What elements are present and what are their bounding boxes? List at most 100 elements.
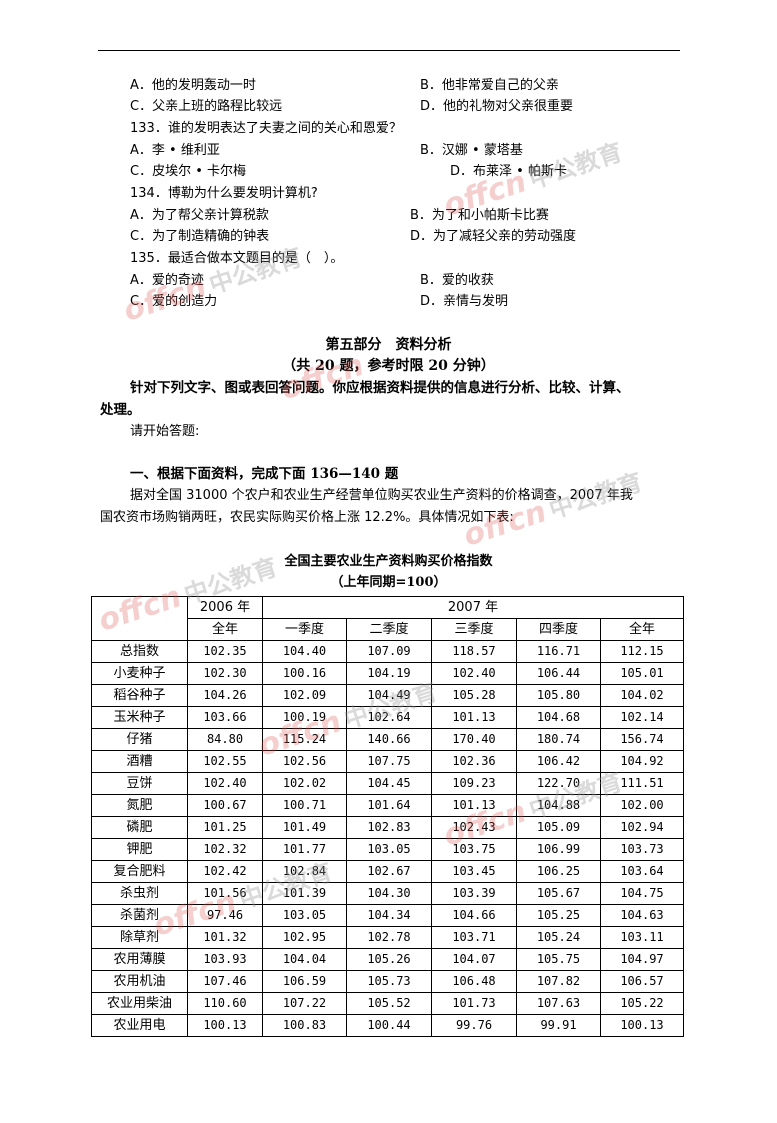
value-cell: 104.88: [516, 794, 601, 817]
table-row: 总指数 102.35 104.40 107.09 118.57 116.71 112.15: [91, 640, 684, 663]
q134-option-c: C．为了制造精确的钟表: [130, 229, 270, 244]
table-row: 稻谷种子 104.26 102.09 104.49 105.28 105.80 104.02: [91, 684, 684, 707]
table-row: 玉米种子 103.66 100.19 102.64 101.13 104.68 102.14: [91, 706, 684, 729]
value-cell: 104.45: [346, 772, 432, 795]
table-row: 仔猪 84.80 115.24 140.66 170.40 180.74 156.74: [91, 728, 684, 751]
value-cell: 105.67: [516, 882, 601, 905]
value-cell: 104.49: [346, 684, 432, 707]
table-row: 小麦种子 102.30 100.16 104.19 102.40 106.44 105.01: [91, 662, 684, 685]
table-title: 全国主要农业生产资料购买价格指数: [284, 554, 493, 569]
q135-option-d: D．亲情与发明: [420, 294, 509, 309]
value-cell: 105.52: [346, 992, 432, 1015]
subheader-cell: 四季度: [516, 618, 601, 641]
value-cell: 104.63: [600, 904, 684, 927]
table-row: 农用薄膜 103.93 104.04 105.26 104.07 105.75 104.97: [91, 948, 684, 971]
value-cell: 102.14: [600, 706, 684, 729]
value-cell: 180.74: [516, 728, 601, 751]
value-cell: 84.80: [187, 728, 263, 751]
value-cell: 105.01: [600, 662, 684, 685]
value-cell: 100.13: [187, 1014, 263, 1037]
value-cell: 101.13: [431, 706, 517, 729]
value-cell: 104.40: [262, 640, 347, 663]
value-cell: 104.26: [187, 684, 263, 707]
q133-option-b: B．汉娜 • 蒙塔基: [420, 143, 523, 158]
value-cell: 156.74: [600, 728, 684, 751]
value-cell: 106.57: [600, 970, 684, 993]
watermark: offcn: [276, 347, 369, 408]
start-answering: 请开始答题:: [130, 424, 200, 439]
value-cell: 100.44: [346, 1014, 432, 1037]
table-row: 杀菌剂 97.46 103.05 104.34 104.66 105.25 104.63: [91, 904, 684, 927]
q134-stem: 134．博勒为什么要发明计算机?: [130, 186, 318, 201]
row-label: 小麦种子: [91, 662, 188, 685]
value-cell: 102.56: [262, 750, 347, 773]
value-cell: 107.09: [346, 640, 432, 663]
value-cell: 100.83: [262, 1014, 347, 1037]
value-cell: 106.48: [431, 970, 517, 993]
q134-option-b: B．为了和小帕斯卡比赛: [410, 208, 549, 223]
q133-option-a: A．李 • 维利亚: [130, 143, 220, 158]
subheader-cell: 一季度: [262, 618, 347, 641]
row-label: 农业用柴油: [91, 992, 188, 1015]
q135-option-a: A．爱的奇迹: [130, 273, 204, 288]
value-cell: 103.71: [431, 926, 517, 949]
value-cell: 102.67: [346, 860, 432, 883]
value-cell: 105.25: [516, 904, 601, 927]
value-cell: 101.13: [431, 794, 517, 817]
value-cell: 105.22: [600, 992, 684, 1015]
subheader-cell: 全年: [600, 618, 684, 641]
value-cell: 104.97: [600, 948, 684, 971]
value-cell: 103.05: [346, 838, 432, 861]
value-cell: 106.25: [516, 860, 601, 883]
subheader-cell: 二季度: [346, 618, 432, 641]
row-label: 钾肥: [91, 838, 188, 861]
table-row: 农业用电 100.13 100.83 100.44 99.76 99.91 100.13: [91, 1014, 684, 1037]
row-label: 玉米种子: [91, 706, 188, 729]
value-cell: 106.99: [516, 838, 601, 861]
value-cell: 102.02: [262, 772, 347, 795]
value-cell: 101.39: [262, 882, 347, 905]
header-rule: [98, 50, 680, 51]
value-cell: 107.82: [516, 970, 601, 993]
value-cell: 122.70: [516, 772, 601, 795]
subheader-cell: 三季度: [431, 618, 517, 641]
table-row: 氮肥 100.67 100.71 101.64 101.13 104.88 102.00: [91, 794, 684, 817]
value-cell: 112.15: [600, 640, 684, 663]
value-cell: 116.71: [516, 640, 601, 663]
row-label: 杀虫剂: [91, 882, 188, 905]
table-subtitle: （上年同期=100）: [330, 575, 447, 590]
material-line-1: 据对全国 31000 个农户和农业生产经营单位购买农业生产资料的价格调查，200…: [130, 488, 633, 503]
table-row: 磷肥 101.25 101.49 102.83 102.43 105.09 102.94: [91, 816, 684, 839]
q135-stem: 135．最适合做本文题目的是（ ）。: [130, 251, 344, 266]
header-2007: 2007 年: [262, 596, 684, 619]
value-cell: 106.42: [516, 750, 601, 773]
q132-option-d: D．他的礼物对父亲很重要: [420, 99, 574, 114]
value-cell: 103.05: [262, 904, 347, 927]
value-cell: 100.71: [262, 794, 347, 817]
row-label: 农业用电: [91, 1014, 188, 1037]
value-cell: 104.04: [262, 948, 347, 971]
value-cell: 105.09: [516, 816, 601, 839]
section-title: 第五部分 资料分析: [325, 337, 452, 353]
row-label: 除草剂: [91, 926, 188, 949]
header-2006: 2006 年: [187, 596, 263, 619]
value-cell: 102.78: [346, 926, 432, 949]
row-label: 酒糟: [91, 750, 188, 773]
value-cell: 101.49: [262, 816, 347, 839]
value-cell: 101.77: [262, 838, 347, 861]
value-cell: 102.83: [346, 816, 432, 839]
value-cell: 97.46: [187, 904, 263, 927]
instruction-line-2: 处理。: [100, 402, 141, 418]
row-label: 稻谷种子: [91, 684, 188, 707]
q135-option-c: C．爱的创造力: [130, 294, 218, 309]
table-row: 钾肥 102.32 101.77 103.05 103.75 106.99 103.73: [91, 838, 684, 861]
value-cell: 99.76: [431, 1014, 517, 1037]
value-cell: 100.19: [262, 706, 347, 729]
value-cell: 115.24: [262, 728, 347, 751]
value-cell: 102.84: [262, 860, 347, 883]
value-cell: 104.66: [431, 904, 517, 927]
q132-option-c: C．父亲上班的路程比较远: [130, 99, 283, 114]
watermark: offcn 中公教育: [459, 467, 646, 554]
value-cell: 105.80: [516, 684, 601, 707]
value-cell: 102.30: [187, 662, 263, 685]
